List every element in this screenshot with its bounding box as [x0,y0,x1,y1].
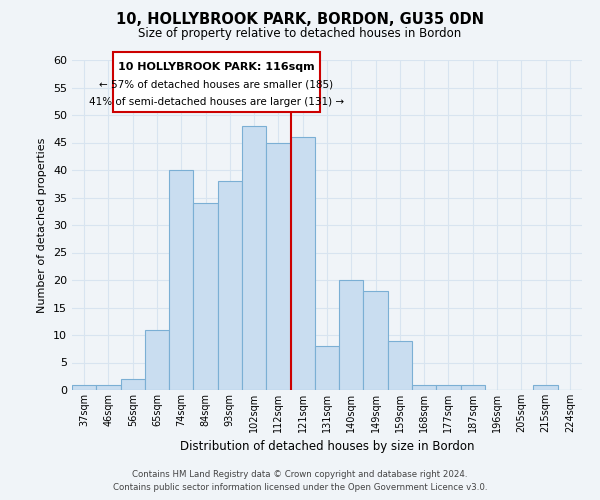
Text: Contains HM Land Registry data © Crown copyright and database right 2024.
Contai: Contains HM Land Registry data © Crown c… [113,470,487,492]
FancyBboxPatch shape [113,52,320,112]
Bar [436,384,461,390]
Bar [72,384,96,390]
Bar [266,142,290,390]
Text: 10 HOLLYBROOK PARK: 116sqm: 10 HOLLYBROOK PARK: 116sqm [118,62,315,72]
Bar [145,330,169,390]
Y-axis label: Number of detached properties: Number of detached properties [37,138,47,312]
Bar [315,346,339,390]
Text: 41% of semi-detached houses are larger (131) →: 41% of semi-detached houses are larger (… [89,97,344,107]
Bar [242,126,266,390]
Text: 10, HOLLYBROOK PARK, BORDON, GU35 0DN: 10, HOLLYBROOK PARK, BORDON, GU35 0DN [116,12,484,28]
Bar [121,379,145,390]
Bar [218,181,242,390]
Bar [169,170,193,390]
Bar [533,384,558,390]
Bar [290,137,315,390]
Bar [388,340,412,390]
Bar [193,203,218,390]
Bar [96,384,121,390]
Bar [364,291,388,390]
Bar [339,280,364,390]
Text: ← 57% of detached houses are smaller (185): ← 57% of detached houses are smaller (18… [100,79,334,89]
Text: Size of property relative to detached houses in Bordon: Size of property relative to detached ho… [139,28,461,40]
X-axis label: Distribution of detached houses by size in Bordon: Distribution of detached houses by size … [180,440,474,454]
Bar [461,384,485,390]
Bar [412,384,436,390]
